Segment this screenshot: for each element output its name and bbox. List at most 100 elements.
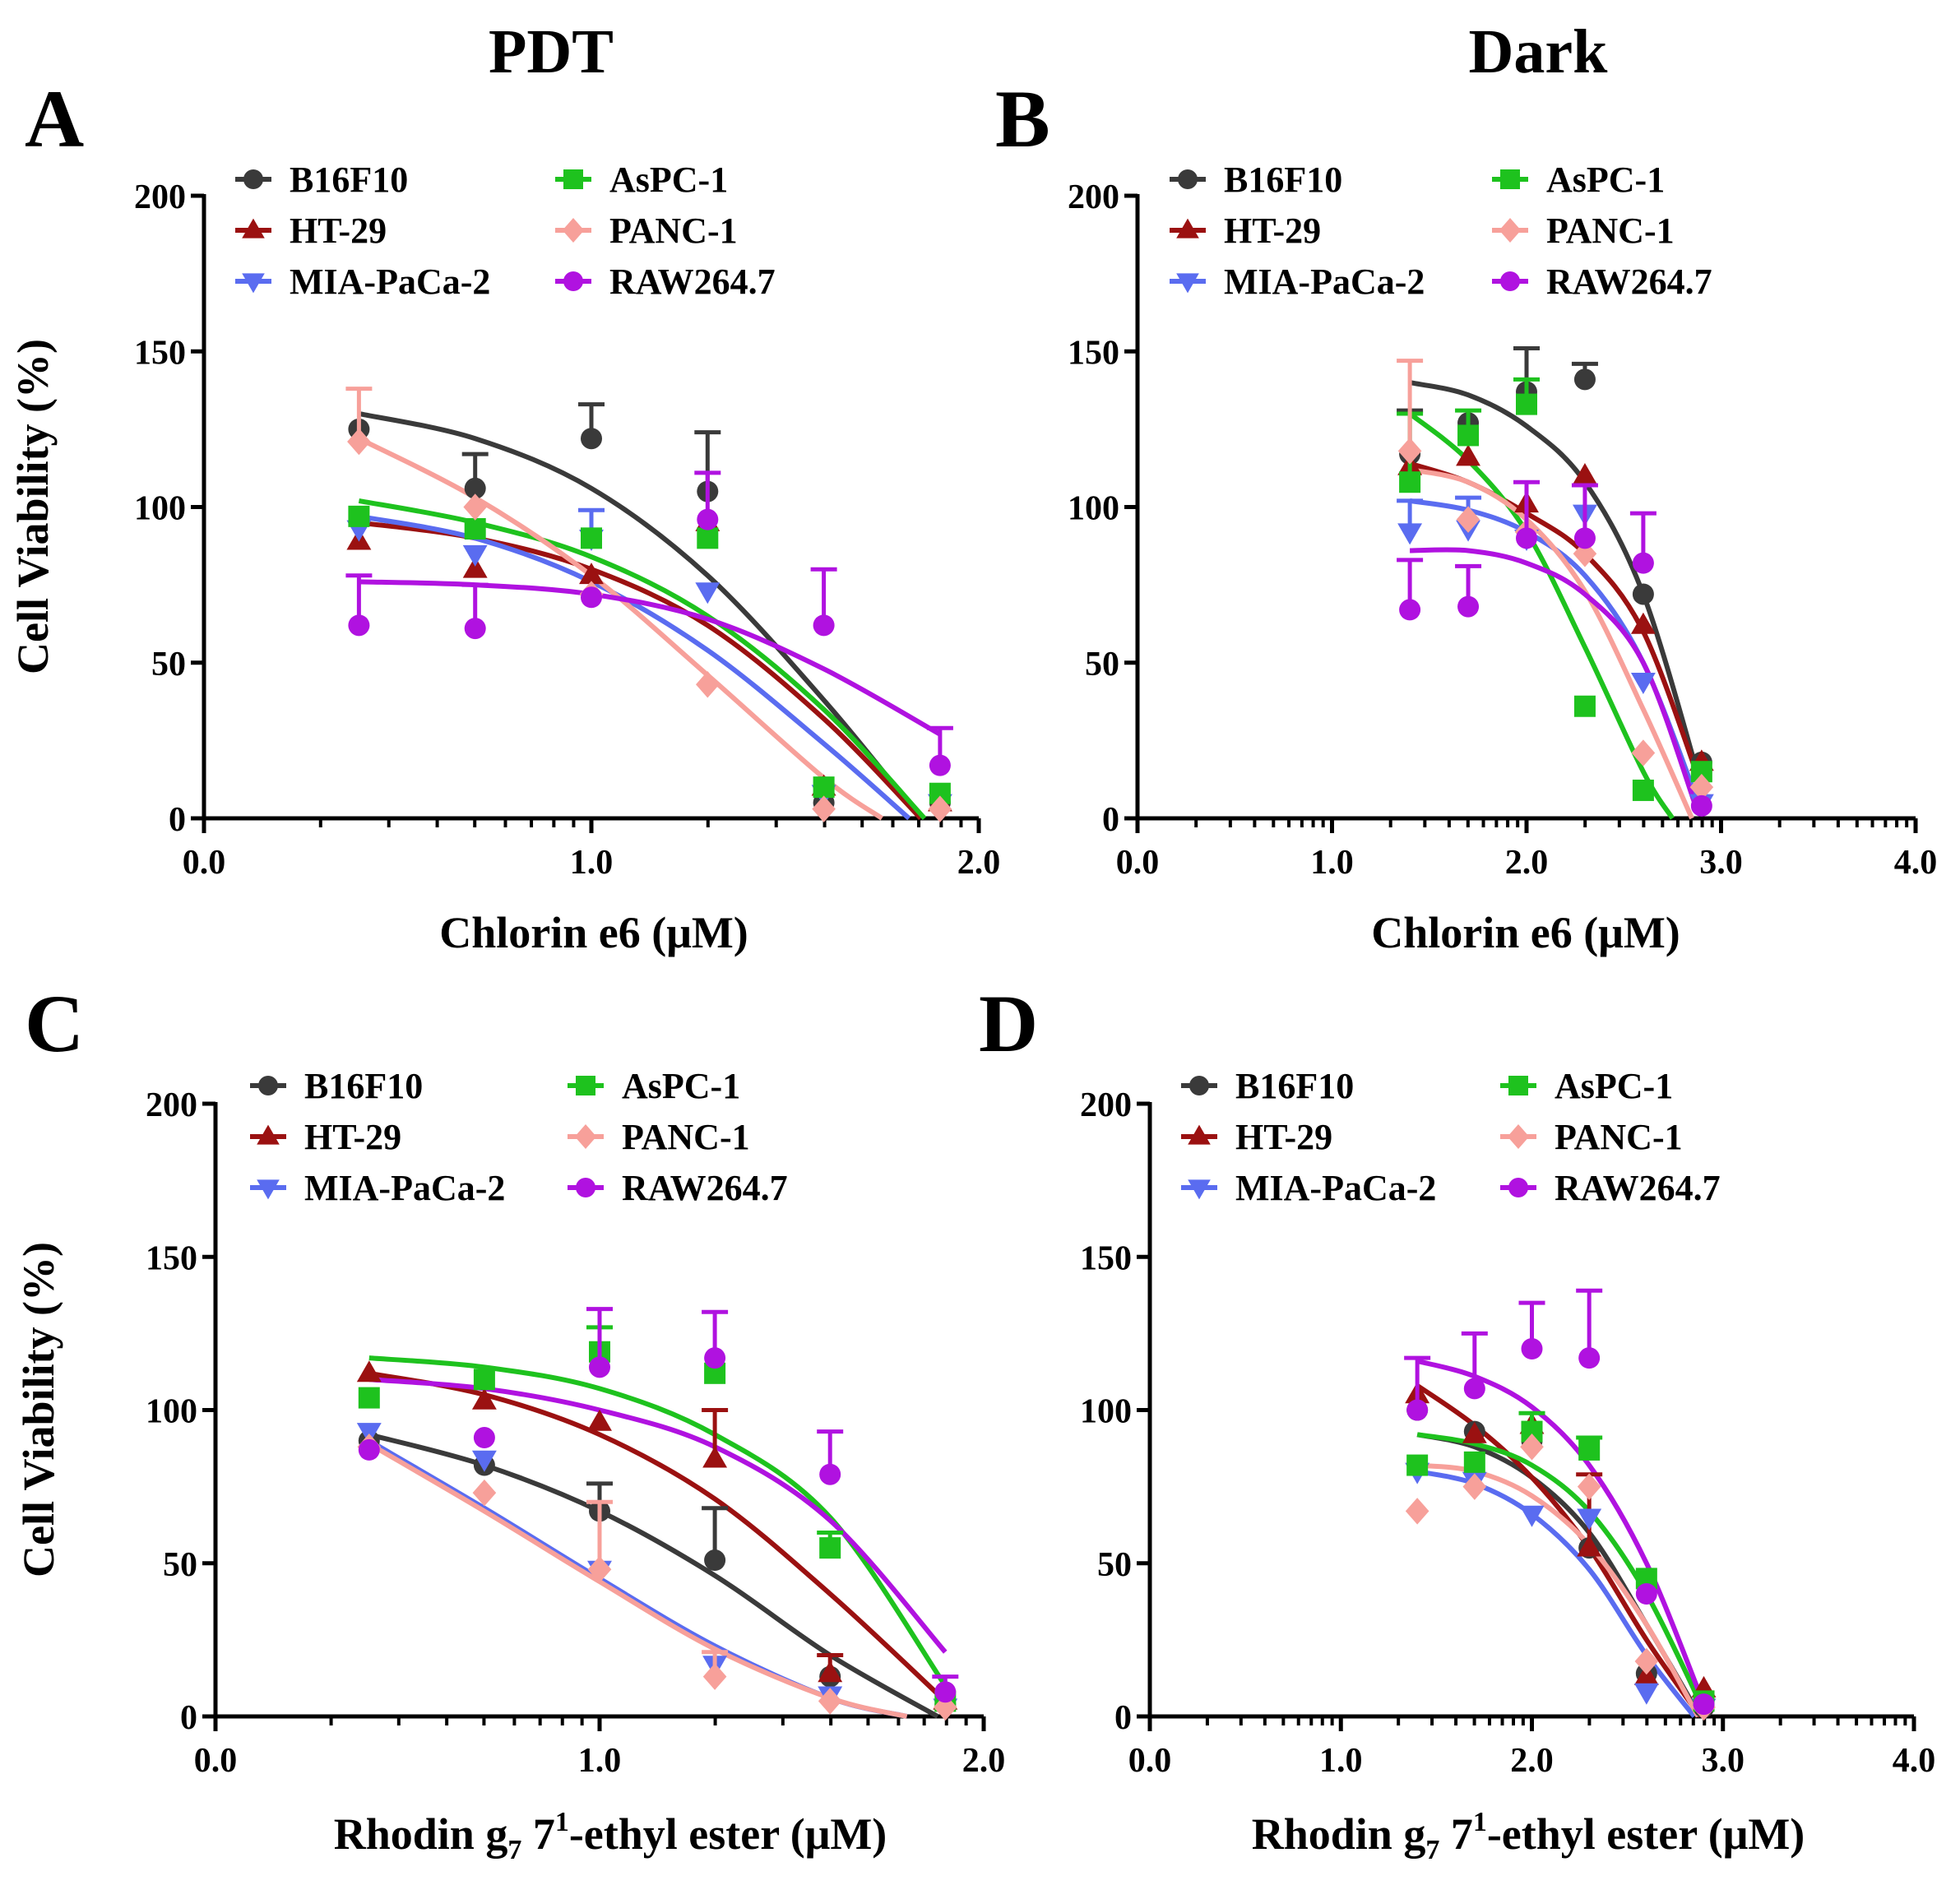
point-panc-1 bbox=[472, 1479, 497, 1507]
legend-marker-b16f10 bbox=[258, 1076, 278, 1095]
legend-marker-panc-1 bbox=[574, 1124, 597, 1149]
legend-marker-raw264-7 bbox=[563, 271, 583, 291]
point-ht-29 bbox=[1462, 1421, 1487, 1443]
y-tick-label: 50 bbox=[163, 1546, 197, 1584]
point-panc-1 bbox=[696, 670, 720, 698]
legend-marker-ht-29 bbox=[257, 1124, 280, 1145]
point-panc-1 bbox=[928, 795, 952, 822]
y-tick-label: 0 bbox=[169, 801, 186, 839]
point-raw264-7 bbox=[581, 586, 602, 609]
point-panc-1 bbox=[702, 1663, 727, 1690]
column-title-pdt: PDT bbox=[489, 17, 614, 86]
legend-marker-b16f10 bbox=[243, 169, 263, 189]
point-raw264-7 bbox=[358, 1438, 380, 1461]
legend-marker-panc-1 bbox=[562, 218, 585, 243]
legend-label-panc-1: PANC-1 bbox=[1555, 1117, 1683, 1157]
x-axis-title-main: Chlorin e6 (μM) bbox=[439, 908, 748, 957]
x-tick-label: 0.0 bbox=[1128, 1742, 1172, 1780]
y-tick-label: 0 bbox=[1114, 1699, 1132, 1737]
x-axis-title: Chlorin e6 (μM) bbox=[1371, 908, 1680, 957]
legend-label-b16f10: B16F10 bbox=[1224, 160, 1342, 200]
point-panc-1 bbox=[1634, 1647, 1659, 1675]
point-panc-1 bbox=[1405, 1498, 1429, 1525]
legend-marker-aspc-1 bbox=[1500, 169, 1520, 189]
point-raw264-7 bbox=[1521, 1338, 1543, 1359]
point-raw264-7 bbox=[1635, 1583, 1657, 1605]
x-axis-title-superscript: 1 bbox=[555, 1807, 569, 1837]
legend-label-ht-29: HT-29 bbox=[304, 1117, 401, 1157]
x-tick-label: 3.0 bbox=[1699, 844, 1743, 882]
point-b16f10 bbox=[1632, 583, 1654, 605]
legend-label-panc-1: PANC-1 bbox=[609, 211, 738, 251]
point-ht-29 bbox=[587, 1409, 612, 1431]
point-aspc-1 bbox=[1406, 1454, 1429, 1476]
point-raw264-7 bbox=[819, 1463, 841, 1485]
x-axis-title-tail: -ethyl ester (μM) bbox=[569, 1809, 887, 1859]
point-aspc-1 bbox=[697, 527, 719, 549]
legend-label-panc-1: PANC-1 bbox=[1546, 211, 1675, 251]
point-aspc-1 bbox=[1516, 393, 1537, 415]
point-b16f10 bbox=[581, 428, 602, 450]
point-mia-paca-2 bbox=[1577, 1508, 1602, 1531]
point-b16f10 bbox=[704, 1549, 726, 1572]
x-axis-title-tail: -ethyl ester (μM) bbox=[1487, 1809, 1805, 1859]
y-tick-label: 150 bbox=[146, 1239, 197, 1277]
y-tick-label: 200 bbox=[1068, 178, 1119, 216]
point-raw264-7 bbox=[704, 1347, 726, 1369]
column-title-dark: Dark bbox=[1469, 17, 1609, 86]
x-tick-label: 2.0 bbox=[1510, 1742, 1554, 1780]
x-tick-label: 2.0 bbox=[957, 844, 1001, 882]
y-tick-label: 0 bbox=[180, 1699, 197, 1737]
legend-label-mia-paca-2: MIA-PaCa-2 bbox=[290, 262, 490, 302]
legend-marker-raw264-7 bbox=[1508, 1178, 1528, 1197]
fit-curve-panc-1 bbox=[358, 436, 883, 821]
legend-label-raw264-7: RAW264.7 bbox=[609, 262, 776, 302]
y-tick-label: 100 bbox=[146, 1393, 197, 1431]
fit-curve-mia-paca-2 bbox=[358, 513, 911, 821]
panel-letter: A bbox=[25, 73, 84, 164]
y-axis-title: Cell Viability (%) bbox=[14, 1242, 63, 1577]
legend-label-aspc-1: AsPC-1 bbox=[1555, 1066, 1673, 1106]
legend-marker-ht-29 bbox=[1188, 1124, 1211, 1145]
fit-curve-panc-1 bbox=[1409, 467, 1694, 820]
point-mia-paca-2 bbox=[462, 544, 488, 567]
legend-marker-panc-1 bbox=[1507, 1124, 1530, 1149]
legend-marker-raw264-7 bbox=[576, 1178, 595, 1197]
point-ht-29 bbox=[818, 1660, 843, 1683]
legend-marker-aspc-1 bbox=[563, 169, 583, 189]
point-panc-1 bbox=[1577, 1473, 1601, 1500]
point-aspc-1 bbox=[1578, 1438, 1601, 1461]
x-axis-title-main: Rhodin g bbox=[334, 1809, 508, 1859]
point-panc-1 bbox=[1520, 1433, 1544, 1461]
legend-label-mia-paca-2: MIA-PaCa-2 bbox=[1235, 1168, 1436, 1208]
legend-label-b16f10: B16F10 bbox=[1235, 1066, 1354, 1106]
point-raw264-7 bbox=[1578, 1347, 1601, 1369]
x-axis-title: Rhodin g7 71-ethyl ester (μM) bbox=[1252, 1807, 1805, 1865]
fit-curve-b16f10 bbox=[368, 1432, 939, 1719]
point-ht-29 bbox=[1630, 612, 1656, 634]
point-raw264-7 bbox=[1516, 527, 1537, 549]
legend-label-mia-paca-2: MIA-PaCa-2 bbox=[304, 1168, 505, 1208]
legend-marker-panc-1 bbox=[1499, 218, 1522, 243]
y-tick-label: 200 bbox=[146, 1086, 197, 1124]
point-panc-1 bbox=[587, 1555, 612, 1583]
x-tick-label: 3.0 bbox=[1702, 1742, 1745, 1780]
point-b16f10 bbox=[1573, 368, 1596, 391]
y-tick-label: 200 bbox=[134, 178, 186, 216]
point-mia-paca-2 bbox=[1519, 1505, 1545, 1527]
point-aspc-1 bbox=[464, 517, 486, 540]
point-ht-29 bbox=[1456, 444, 1480, 466]
x-tick-label: 4.0 bbox=[1893, 1742, 1936, 1780]
panel-letter: B bbox=[995, 73, 1050, 164]
x-axis-title-main: Chlorin e6 (μM) bbox=[1371, 908, 1680, 957]
point-panc-1 bbox=[812, 795, 836, 822]
y-tick-label: 50 bbox=[1085, 646, 1119, 683]
y-axis-title: Cell Viability (%) bbox=[8, 339, 58, 674]
legend-marker-b16f10 bbox=[1189, 1076, 1209, 1095]
point-raw264-7 bbox=[473, 1427, 495, 1449]
y-tick-label: 150 bbox=[134, 334, 186, 372]
legend-label-aspc-1: AsPC-1 bbox=[1546, 160, 1665, 200]
y-tick-label: 50 bbox=[1097, 1546, 1132, 1584]
legend-marker-mia-paca-2 bbox=[1176, 273, 1199, 294]
fit-curve-ht-29 bbox=[368, 1370, 948, 1703]
